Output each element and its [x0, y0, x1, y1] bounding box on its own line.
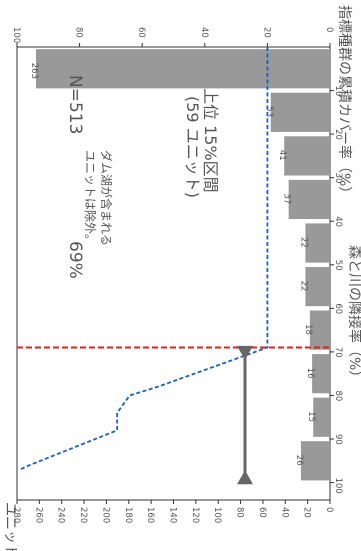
secondary-y-axis-title: 指標種群の累積カバー率（%） [336, 5, 353, 200]
x-tick-label: 20 [333, 129, 343, 140]
bar-value-label: 22 [298, 237, 308, 248]
overlay-lines [17, 47, 330, 485]
x-tick-label: 90 [333, 434, 343, 445]
bar-value-label: 263 [29, 63, 39, 79]
bar [305, 266, 330, 307]
range-arrow-head-top [237, 470, 253, 485]
cumulative-coverage-line [19, 47, 269, 471]
bar-value-label: 15 [306, 411, 316, 422]
bar [313, 397, 330, 437]
bar [284, 136, 330, 176]
range-arrow-head-bottom [237, 345, 253, 360]
bar [288, 179, 330, 220]
bar-value-label: 41 [277, 150, 287, 161]
y-tick-label: 240 [56, 507, 66, 523]
range-label-line-1: 上位 15%区間 [201, 88, 220, 193]
y-tick-label: 200 [100, 507, 110, 523]
y-tick-label: 280 [11, 507, 21, 523]
y-tick-label: 20 [302, 507, 312, 518]
bar-value-label: 26 [294, 455, 304, 466]
secondary-y-tick-label: 40 [199, 27, 209, 38]
n-label: N=513 [65, 75, 85, 134]
y-tick-label: 160 [145, 507, 155, 523]
bar-value-label: 22 [298, 281, 308, 292]
y-tick-label: 0 [324, 507, 334, 512]
x-tick-label: 80 [333, 390, 343, 401]
range-label-line-2: (59 ユニット) [183, 96, 202, 198]
bars-group [36, 49, 330, 481]
y-tick-label: 180 [123, 507, 133, 523]
secondary-y-tick-label: 100 [11, 27, 21, 43]
x-tick-label: 100 [333, 478, 343, 494]
bar-value-label: 18 [303, 324, 313, 335]
bar [36, 49, 330, 89]
tick-group: 10 20 30 40 50 60 70 80 90 100 0 20 40 60 80 100 120 140 1… [11, 27, 343, 523]
y-tick-label: 220 [78, 507, 88, 523]
y-tick-label: 100 [212, 507, 222, 523]
bar [309, 310, 330, 350]
y-axis-title: ユニット数 [2, 502, 18, 551]
bar-value-label: 37 [282, 193, 292, 204]
threshold-label: 69% [65, 241, 85, 279]
bar [270, 92, 330, 132]
bar [300, 441, 330, 481]
x-tick-label: 60 [333, 303, 343, 314]
secondary-y-tick-label: 60 [136, 27, 146, 38]
x-tick-label: 30 [333, 173, 343, 184]
y-tick-label: 80 [235, 507, 245, 518]
x-tick-label: 10 [333, 86, 343, 97]
y-tick-label: 60 [257, 507, 267, 518]
x-tick-label: 70 [333, 347, 343, 358]
x-tick-label: 40 [333, 216, 343, 227]
secondary-y-tick-label: 20 [261, 27, 271, 38]
note-line-1: ダム湖が含まれる [99, 150, 114, 246]
bar-value-labels: 263 53 41 37 22 22 18 16 15 26 [29, 63, 316, 466]
y-tick-label: 120 [190, 507, 200, 523]
x-axis-title: 森と川の隣接率（%） [346, 245, 361, 384]
bar-value-label: 53 [264, 106, 274, 117]
y-tick-label: 140 [168, 507, 178, 523]
bar [312, 354, 330, 394]
bar-value-label: 16 [305, 368, 315, 379]
bar [305, 223, 330, 263]
secondary-y-tick-label: 80 [74, 27, 84, 38]
x-tick-label: 50 [333, 260, 343, 271]
y-tick-label: 40 [279, 507, 289, 518]
y-tick-label: 260 [33, 507, 43, 523]
secondary-y-tick-label: 0 [324, 27, 334, 32]
note-line-2: ユニットは除外。 [83, 150, 98, 246]
